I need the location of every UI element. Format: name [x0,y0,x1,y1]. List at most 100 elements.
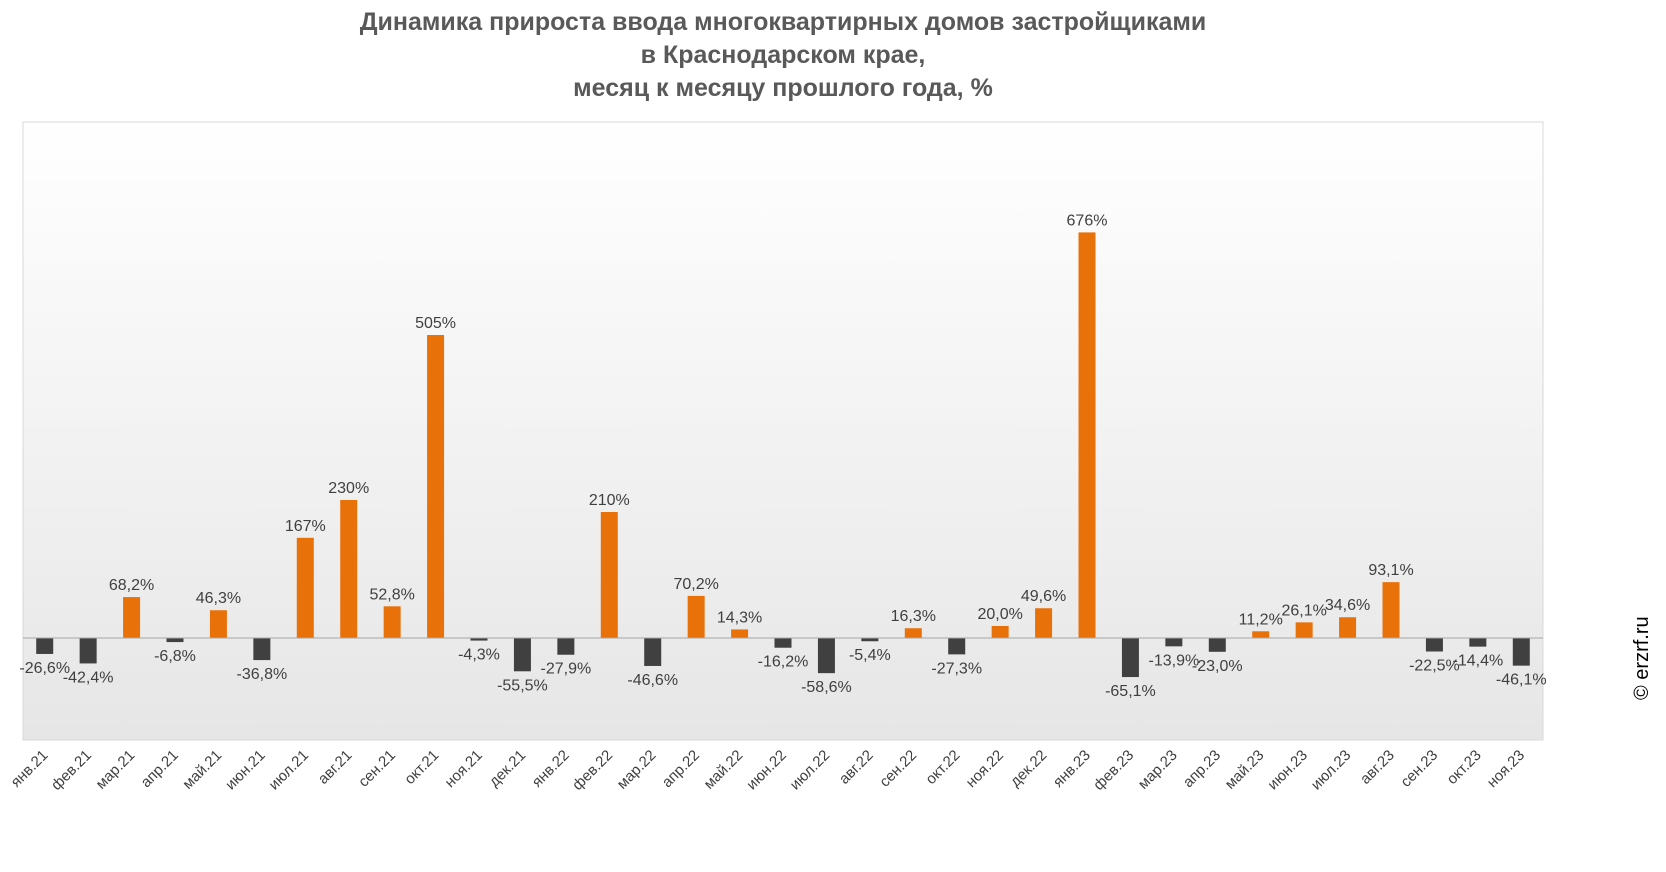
x-tick-label-июн.21: июн.21 [222,747,269,794]
x-tick-label-окт.23: окт.23 [1444,747,1485,788]
data-label-июл.23: 34,6% [1325,597,1370,614]
data-label-апр.22: 70,2% [673,576,718,593]
data-label-дек.22: 49,6% [1021,588,1066,605]
data-label-дек.21: -55,5% [497,677,548,694]
data-label-фев.23: -65,1% [1105,683,1156,700]
plot-area [22,121,1544,741]
bar-апр.21 [166,638,184,643]
x-tick-label-май.21: май.21 [179,747,225,793]
x-tick-label-фев.21: фев.21 [48,747,95,794]
bar-июн.21 [253,638,271,661]
chart-title-line-2: в Краснодарском крае, [640,41,926,69]
bar-окт.21 [427,335,445,638]
data-label-июл.22: -58,6% [801,679,852,696]
data-label-ноя.23: -46,1% [1496,672,1547,689]
bar-авг.23 [1382,582,1400,638]
x-tick-label-июл.23: июл.23 [1308,747,1355,794]
data-label-ноя.22: 20,0% [977,606,1022,623]
bar-июн.23 [1295,622,1313,638]
data-label-мар.21: 68,2% [109,577,154,594]
bar-сен.23 [1425,638,1443,652]
bar-июл.22 [817,638,835,674]
x-tick-label-мар.23: мар.23 [1135,747,1181,793]
x-tick-label-сен.21: сен.21 [355,747,399,791]
data-label-янв.23: 676% [1067,212,1108,229]
data-label-май.22: 14,3% [717,609,762,626]
data-label-фев.22: 210% [589,492,630,509]
data-label-окт.22: -27,3% [931,660,982,677]
chart-title-line-3: месяц к месяцу прошлого года, % [573,74,993,102]
x-tick-label-авг.22: авг.22 [836,747,877,788]
watermark: © erzrf.ru [1631,616,1653,700]
x-tick-label-сен.22: сен.22 [876,747,920,791]
bar-апр.23 [1208,638,1226,652]
bar-июн.22 [774,638,792,648]
x-tick-label-ноя.22: ноя.22 [963,747,1007,791]
data-label-июн.21: -36,8% [237,666,288,683]
data-label-сен.21: 52,8% [369,586,414,603]
x-tick-label-апр.21: апр.21 [138,747,182,791]
bar-окт.22 [948,638,966,655]
x-tick-label-ноя.21: ноя.21 [442,747,486,791]
bar-мар.23 [1165,638,1183,647]
bar-фев.21 [79,638,97,664]
data-label-июн.23: 26,1% [1281,602,1326,619]
bar-май.22 [731,629,749,638]
x-tick-label-июл.21: июл.21 [266,747,313,794]
data-label-ноя.21: -4,3% [458,647,500,664]
data-label-янв.22: -27,9% [541,661,592,678]
chart-title-line-1: Динамика прироста ввода многоквартирных … [359,8,1207,36]
x-tick-label-май.22: май.22 [701,747,747,793]
x-tick-label-фев.22: фев.22 [569,747,616,794]
bar-авг.21 [340,500,358,638]
bar-июл.23 [1339,617,1357,638]
bar-сен.22 [904,628,922,638]
data-label-окт.23: -14,4% [1453,653,1504,670]
x-tick-label-июл.22: июл.22 [787,747,834,794]
x-tick-label-ноя.23: ноя.23 [1484,747,1528,791]
bar-апр.22 [687,595,705,638]
chart-title: Динамика прироста ввода многоквартирных … [0,6,1566,105]
x-tick-label-окт.21: окт.21 [401,747,442,788]
bar-окт.23 [1469,638,1487,647]
bar-мар.21 [123,597,141,638]
x-tick-label-янв.23: янв.23 [1050,747,1094,791]
x-tick-label-апр.22: апр.22 [659,747,703,791]
data-label-окт.21: 505% [415,315,456,332]
bar-дек.22 [1035,608,1053,638]
bar-янв.21 [36,638,54,654]
bar-май.23 [1252,631,1270,638]
x-tick-label-фев.23: фев.23 [1090,747,1137,794]
data-label-май.23: 11,2% [1239,611,1283,628]
x-tick-label-мар.21: мар.21 [93,747,139,793]
data-label-сен.23: -22,5% [1409,658,1460,675]
data-label-сен.22: 16,3% [891,608,936,625]
bar-май.21 [209,610,227,638]
data-label-май.21: 46,3% [196,590,241,607]
x-tick-label-сен.23: сен.23 [1397,747,1441,791]
bar-ноя.22 [991,626,1009,638]
data-label-апр.23: -23,0% [1192,658,1243,675]
bar-мар.22 [644,638,662,666]
bar-дек.21 [513,638,531,672]
bar-янв.23 [1078,232,1096,638]
bar-ноя.23 [1512,638,1530,666]
x-tick-label-мар.22: мар.22 [614,747,660,793]
x-tick-label-авг.23: авг.23 [1357,747,1398,788]
x-tick-label-дек.21: дек.21 [486,747,529,790]
x-tick-label-авг.21: авг.21 [315,747,356,788]
bar-фев.23 [1121,638,1139,678]
x-tick-label-июн.23: июн.23 [1264,747,1311,794]
x-tick-label-янв.21: янв.21 [8,747,52,791]
bar-фев.22 [600,512,618,638]
bar-авг.22 [861,638,879,642]
x-tick-label-июн.22: июн.22 [743,747,790,794]
bar-июл.21 [296,537,314,638]
x-tick-label-дек.22: дек.22 [1007,747,1050,790]
data-label-янв.21: -26,6% [19,660,70,677]
bar-янв.22 [557,638,575,655]
x-tick-label-май.23: май.23 [1222,747,1268,793]
data-label-авг.21: 230% [328,480,369,497]
data-label-фев.21: -42,4% [63,669,114,686]
